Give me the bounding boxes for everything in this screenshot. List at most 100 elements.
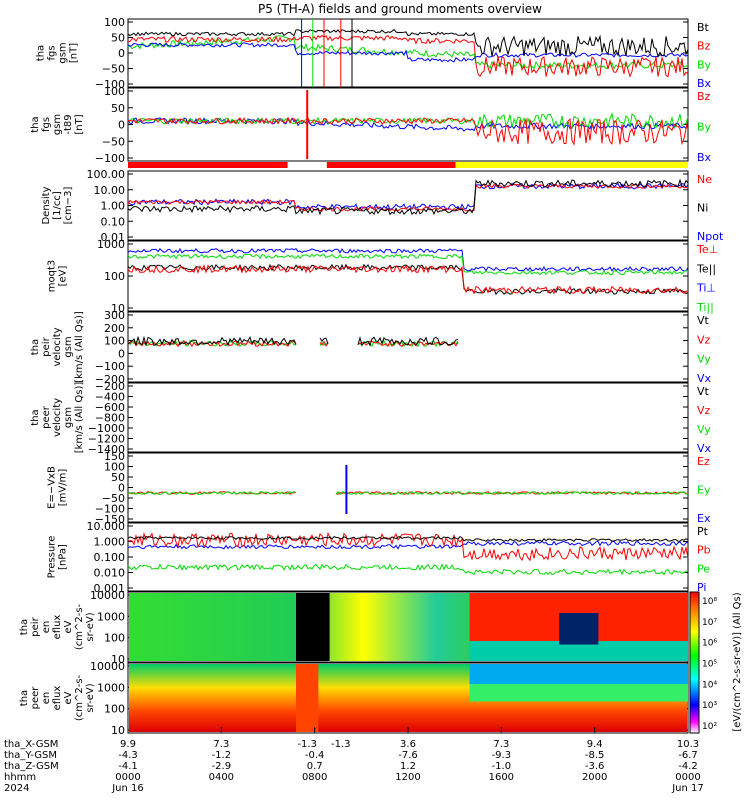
legend-Bx: Bx xyxy=(697,151,712,164)
legend-Vy: Vy xyxy=(697,423,711,436)
legend-Pe: Pe xyxy=(697,562,710,575)
y-tick-label: 300 xyxy=(104,309,125,322)
y-axis-label: fgs xyxy=(41,117,52,132)
y-tick-label: −100 xyxy=(95,152,125,165)
series-Pt xyxy=(127,535,689,542)
series-Bz-2 xyxy=(127,116,689,146)
series-group-p3 xyxy=(127,178,689,216)
y-tick-label: −200 xyxy=(95,373,125,386)
mode-bar-segment xyxy=(455,162,688,168)
series-Ey xyxy=(127,490,689,496)
y-tick-label: −50 xyxy=(102,135,125,148)
y-tick-label: 0.001 xyxy=(94,582,126,595)
panel-p3: 100.00 10.00 1.00 0.10 0.01 Density [1/cc] [cm−… xyxy=(41,168,724,244)
y-tick-label: 1.00 xyxy=(101,200,126,213)
y-axis-label: en xyxy=(41,621,52,634)
mode-bar-segment xyxy=(128,162,288,168)
legend-Ti⊥: Ti⊥ xyxy=(696,282,716,295)
y-axis-label: velocity xyxy=(52,398,63,437)
y-axis-label: [nT] xyxy=(69,43,80,63)
x-tick-label: -4.1 xyxy=(118,761,138,772)
x-tick-label: -1.3 xyxy=(297,739,317,750)
series-group-p4 xyxy=(127,247,689,296)
y-axis-label: (cm^2-s- xyxy=(74,603,85,650)
y-axis-label: gsm xyxy=(63,407,74,428)
y-axis-label: peir xyxy=(41,336,52,356)
y-axis-label: eV xyxy=(63,620,74,633)
series-Npot xyxy=(127,182,689,211)
spectrogram-group xyxy=(129,593,688,732)
colorbar-tick-label: 10³ xyxy=(702,701,717,711)
y-tick-label: 100 xyxy=(104,632,125,645)
y-axis-label: sr-eV) xyxy=(85,683,96,712)
x-tick-label: -1.3 xyxy=(331,739,351,750)
y-tick-label: −200 xyxy=(95,380,125,393)
y-tick-label: 50 xyxy=(111,102,125,115)
y-axis-label: Pressure xyxy=(47,536,58,579)
y-tick-label: 100 xyxy=(104,85,125,98)
panel-frame xyxy=(127,240,689,312)
y-tick-label: 1000 xyxy=(97,681,125,694)
y-axis-label: tha xyxy=(30,409,41,425)
y-axis-label: gsm xyxy=(58,42,69,63)
y-tick-label: 150 xyxy=(104,450,125,463)
y-tick-label: 10000 xyxy=(90,660,125,673)
x-tick-label: 0.7 xyxy=(307,761,323,772)
y-tick-label: 100 xyxy=(104,461,125,474)
y-axis-label: [km/s (All Qs)] xyxy=(74,311,85,383)
x-tick-label: Jun 17 xyxy=(671,783,704,794)
y-axis-label: [cm−3] xyxy=(63,187,74,225)
legend-Bt: Bt xyxy=(697,21,710,34)
legend-Vt: Vt xyxy=(697,385,710,398)
x-tick-label: 9.4 xyxy=(587,739,603,750)
panel-p6: −200−400−600−800−1000−1200−1400 tha peer ve… xyxy=(30,380,712,456)
y-axis-label: gsm xyxy=(63,336,74,357)
colorbar-tick-label: 10⁴ xyxy=(702,680,717,690)
x-tick-label: 2000 xyxy=(582,772,607,783)
y-tick-label: −50 xyxy=(102,63,125,76)
y-tick-label: −400 xyxy=(95,391,125,404)
y-axis-label: Density xyxy=(41,186,52,224)
y-tick-label: 1000 xyxy=(97,610,125,623)
legend-Te||: Te|| xyxy=(696,262,716,275)
y-axis-label: sr-eV) xyxy=(85,612,96,641)
colorbar-tick-label: 10⁷ xyxy=(702,618,717,628)
spectro-block xyxy=(296,593,330,661)
y-axis-label: eflux xyxy=(52,686,63,711)
x-tick-label: -2.9 xyxy=(212,761,232,772)
legend-Bz: Bz xyxy=(697,40,711,53)
x-tick-label: 0800 xyxy=(302,772,327,783)
x-row-label: tha_Y-GSM xyxy=(4,750,57,761)
legend-Ez: Ez xyxy=(697,455,710,468)
x-tick-label: 0000 xyxy=(675,772,700,783)
x-row-label: hhmm xyxy=(4,772,36,783)
y-tick-label: 50 xyxy=(111,471,125,484)
colorbar-tick-label: 10² xyxy=(702,722,717,732)
x-tick-label: 1.2 xyxy=(400,761,416,772)
legend-Pi: Pi xyxy=(697,581,706,594)
y-axis-label: [mV/m] xyxy=(58,469,69,507)
series-Ti-perp xyxy=(127,247,689,272)
legend-Vx: Vx xyxy=(697,442,712,455)
x-tick-label: 9.9 xyxy=(120,739,136,750)
x-row-label: tha_Z-GSM xyxy=(4,761,59,772)
colorbar: 10⁸ 10⁷ 10⁶ 10⁵ 10⁴ 10³ 10² [eV/(cm^2-s-sr-eV)]… xyxy=(689,591,743,734)
panel-p9: 10000 1000 100 10 tha peir en eflux eV (cm^2-s-sr… xyxy=(19,589,689,666)
y-tick-label: −100 xyxy=(95,360,125,373)
series-group-p7 xyxy=(127,465,689,514)
y-axis-label: [1/cc] xyxy=(52,191,63,220)
series-group-p1 xyxy=(127,19,689,87)
series-Te-par xyxy=(127,263,689,296)
x-tick-label: -9.3 xyxy=(492,750,512,761)
panel-p4: 1000 100 10 moqt3 [eV] Te⊥ Te|| Ti⊥ Ti|| xyxy=(47,238,719,315)
y-tick-label: 100.00 xyxy=(87,168,126,181)
panel-frame xyxy=(127,382,689,453)
x-tick-label: 7.3 xyxy=(493,739,509,750)
x-row-label: 2024 xyxy=(4,783,29,794)
legend-Ti||: Ti|| xyxy=(696,301,714,314)
colorbar-label: [eV/(cm^2-s-sr-eV)] (All Qs) xyxy=(732,592,743,731)
